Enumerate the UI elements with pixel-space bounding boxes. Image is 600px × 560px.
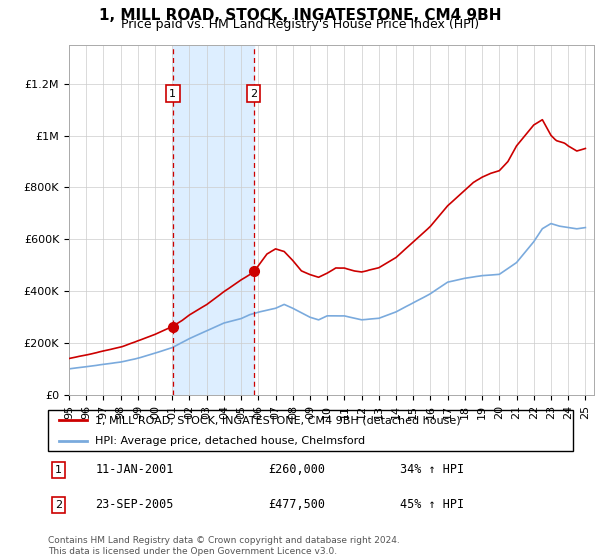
Text: 1: 1: [169, 89, 176, 99]
Text: £477,500: £477,500: [269, 498, 325, 511]
Text: 1: 1: [55, 465, 62, 475]
Text: HPI: Average price, detached house, Chelmsford: HPI: Average price, detached house, Chel…: [95, 436, 365, 446]
Text: 34% ↑ HPI: 34% ↑ HPI: [400, 463, 464, 477]
Text: Contains HM Land Registry data © Crown copyright and database right 2024.
This d: Contains HM Land Registry data © Crown c…: [48, 536, 400, 556]
Text: 11-JAN-2001: 11-JAN-2001: [95, 463, 173, 477]
Text: 23-SEP-2005: 23-SEP-2005: [95, 498, 173, 511]
Text: 2: 2: [55, 500, 62, 510]
Text: £260,000: £260,000: [269, 463, 325, 477]
Text: 1, MILL ROAD, STOCK, INGATESTONE, CM4 9BH: 1, MILL ROAD, STOCK, INGATESTONE, CM4 9B…: [99, 8, 501, 24]
Text: 2: 2: [250, 89, 257, 99]
Text: Price paid vs. HM Land Registry's House Price Index (HPI): Price paid vs. HM Land Registry's House …: [121, 18, 479, 31]
Text: 45% ↑ HPI: 45% ↑ HPI: [400, 498, 464, 511]
Bar: [173, 45, 254, 395]
Text: 1, MILL ROAD, STOCK, INGATESTONE, CM4 9BH (detached house): 1, MILL ROAD, STOCK, INGATESTONE, CM4 9B…: [95, 415, 461, 425]
